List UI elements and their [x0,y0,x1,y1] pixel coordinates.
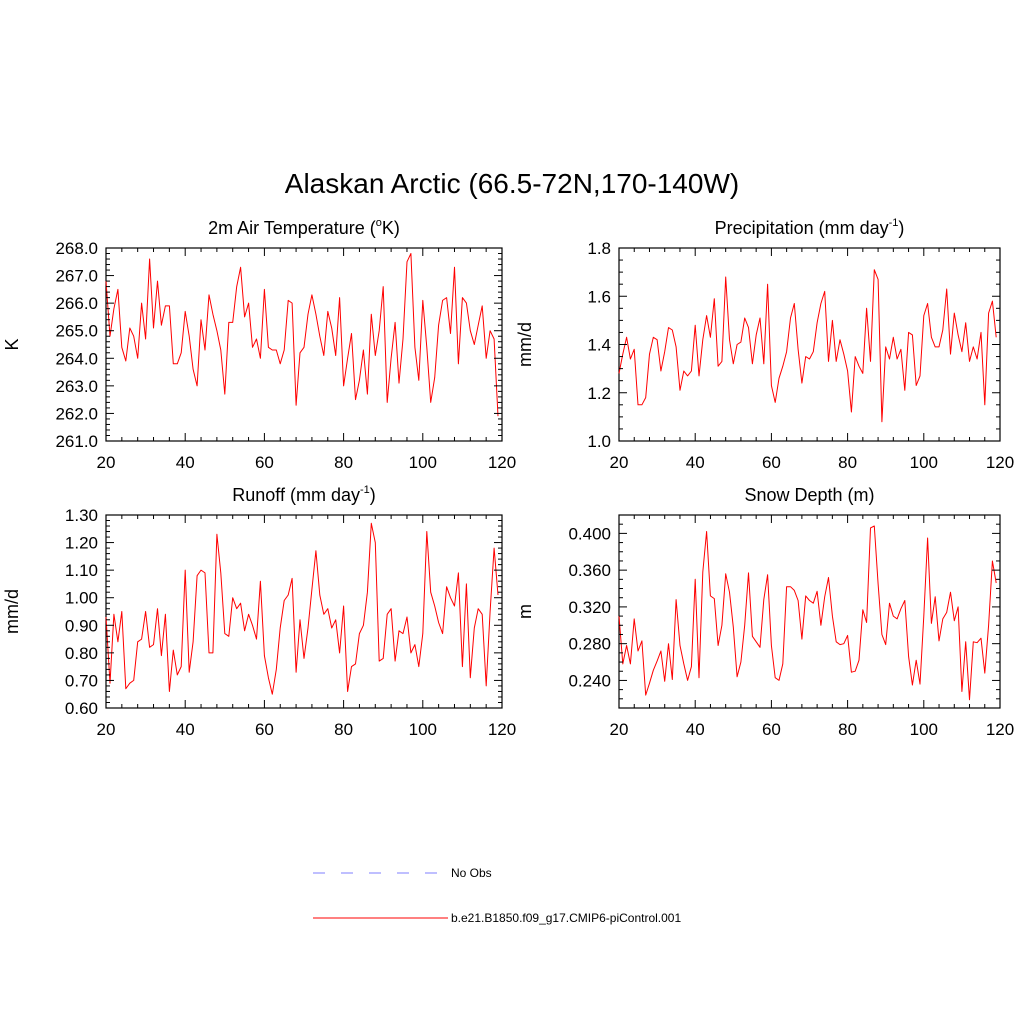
y-axis-label: mm/d [2,589,22,634]
x-tick-label: 120 [986,453,1014,472]
y-tick-label: 0.360 [568,561,611,580]
x-tick-label: 100 [910,453,938,472]
y-tick-label: 1.2 [587,384,611,403]
y-axis-label: mm/d [515,322,535,367]
y-tick-label: 262.0 [55,404,98,423]
panel-runoff: 20 40 60 80 100 120 0.60 0.70 0.80 0.90 1.00 1.10 1.… [2,484,516,739]
x-tick-label: 40 [176,453,195,472]
legend: No Obs b.e21.B1850.f09_g17.CMIP6-piContr… [313,866,681,925]
y-tick-label: 1.8 [587,239,611,258]
x-tick-label: 20 [610,453,629,472]
y-axis-label: m [515,604,535,619]
x-tick-label: 60 [255,453,274,472]
x-tick-label: 40 [686,720,705,739]
panel-snow-depth: 20 40 60 80 100 120 0.240 0.280 0.320 0.360 0.400 S… [515,485,1014,739]
x-tick-label: 100 [409,453,437,472]
series-line [105,522,499,695]
x-tick-label: 20 [97,453,116,472]
y-tick-label: 264.0 [55,349,98,368]
x-tick-label: 80 [838,720,857,739]
y-tick-label: 1.6 [587,287,611,306]
series-line [618,269,997,423]
y-tick-label: 263.0 [55,377,98,396]
y-tick-label: 1.10 [65,561,98,580]
y-tick-label: 266.0 [55,294,98,313]
y-tick-label: 0.240 [568,671,611,690]
legend-model-label: b.e21.B1850.f09_g17.CMIP6-piControl.001 [451,911,681,925]
x-tick-label: 120 [488,453,516,472]
panel-title: 2m Air Temperature (oK) [208,217,400,238]
y-tick-label: 1.0 [587,432,611,451]
y-tick-label: 1.30 [65,506,98,525]
plot-frame [618,514,1001,709]
x-tick-label: 80 [334,720,353,739]
y-tick-label: 265.0 [55,322,98,341]
x-tick-label: 20 [610,720,629,739]
x-tick-label: 40 [686,453,705,472]
x-tick-label: 100 [409,720,437,739]
y-tick-label: 1.20 [65,534,98,553]
panel-title: Snow Depth (m) [744,485,874,505]
plot-frame [105,247,503,442]
y-axis-label: K [2,338,22,350]
y-tick-label: 261.0 [55,432,98,451]
y-tick-label: 1.4 [587,336,611,355]
series-line [105,253,499,417]
figure-title: Alaskan Arctic (66.5-72N,170-140W) [285,168,739,199]
x-tick-label: 120 [488,720,516,739]
panel-air-temperature: 20 40 60 80 100 120 261.0 262.0 263.0 264.0 265.0 2… [2,217,516,472]
y-tick-label: 0.60 [65,699,98,718]
x-tick-label: 60 [762,720,781,739]
x-tick-label: 60 [762,453,781,472]
x-tick-label: 80 [838,453,857,472]
panel-title: Runoff (mm day-1) [232,484,376,505]
y-tick-label: 0.80 [65,644,98,663]
y-tick-label: 0.70 [65,671,98,690]
legend-obs-label: No Obs [451,866,492,880]
y-tick-label: 268.0 [55,239,98,258]
y-tick-label: 267.0 [55,267,98,286]
x-tick-label: 60 [255,720,274,739]
plot-frame [105,514,503,709]
y-tick-label: 0.400 [568,524,611,543]
panel-precipitation: 20 40 60 80 100 120 1.0 1.2 1.4 1.6 1.8 Precipitati… [515,217,1014,472]
y-tick-label: 0.90 [65,616,98,635]
y-tick-label: 0.280 [568,635,611,654]
x-tick-label: 40 [176,720,195,739]
x-tick-label: 80 [334,453,353,472]
y-tick-label: 0.320 [568,598,611,617]
x-tick-label: 20 [97,720,116,739]
plot-frame [618,247,1001,442]
x-tick-label: 120 [986,720,1014,739]
x-tick-label: 100 [910,720,938,739]
y-tick-label: 1.00 [65,589,98,608]
series-line [618,525,997,701]
panel-title: Precipitation (mm day-1) [715,217,905,238]
